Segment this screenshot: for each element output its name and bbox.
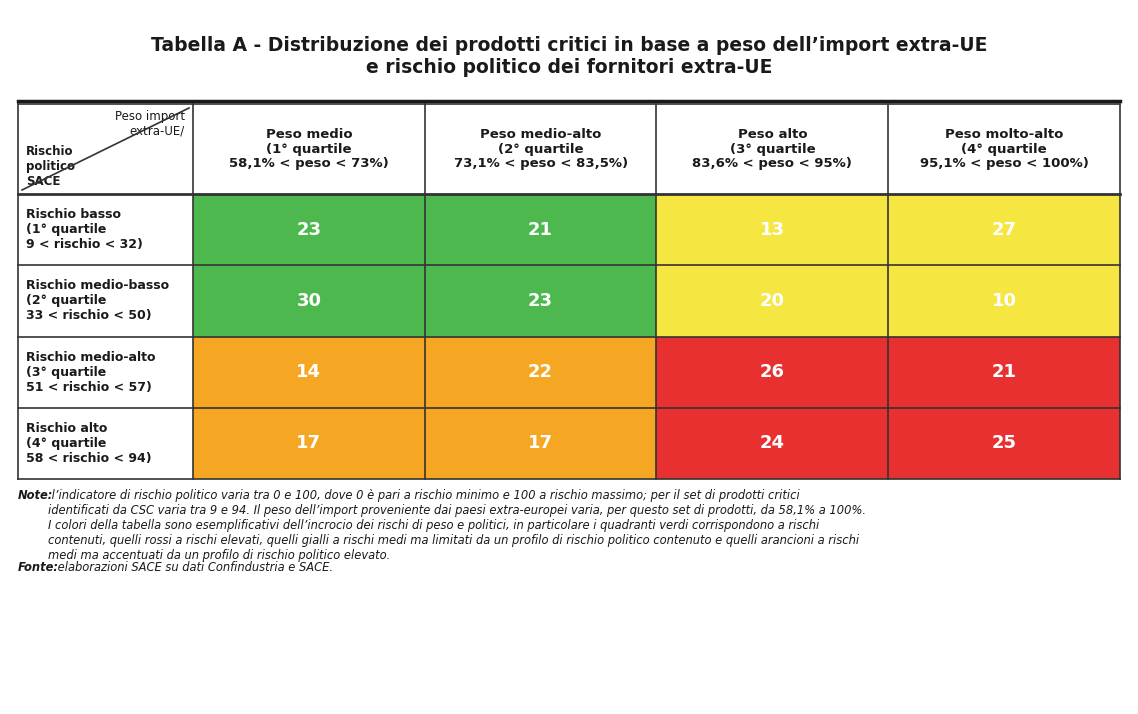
Text: 22: 22 xyxy=(528,363,553,381)
Text: Rischio medio-basso
(2° quartile
33 < rischio < 50): Rischio medio-basso (2° quartile 33 < ri… xyxy=(26,279,170,323)
Text: Peso molto-alto
(4° quartile
95,1% < peso < 100%): Peso molto-alto (4° quartile 95,1% < pes… xyxy=(920,128,1089,171)
Text: 27: 27 xyxy=(991,221,1016,238)
Text: Peso medio
(1° quartile
58,1% < peso < 73%): Peso medio (1° quartile 58,1% < peso < 7… xyxy=(229,128,389,171)
Text: Rischio basso
(1° quartile
9 < rischio < 32): Rischio basso (1° quartile 9 < rischio <… xyxy=(26,208,143,251)
Bar xyxy=(424,265,657,336)
Bar xyxy=(424,408,657,479)
Text: Tabella A - Distribuzione dei prodotti critici in base a peso dell’import extra-: Tabella A - Distribuzione dei prodotti c… xyxy=(151,36,987,77)
Bar xyxy=(424,194,657,265)
Text: 17: 17 xyxy=(296,434,321,453)
Bar xyxy=(193,265,424,336)
Text: 30: 30 xyxy=(296,292,321,310)
Text: l’indicatore di rischio politico varia tra 0 e 100, dove 0 è pari a rischio mini: l’indicatore di rischio politico varia t… xyxy=(48,489,866,562)
Text: Peso alto
(3° quartile
83,6% < peso < 95%): Peso alto (3° quartile 83,6% < peso < 95… xyxy=(692,128,852,171)
Text: 14: 14 xyxy=(296,363,321,381)
Bar xyxy=(889,194,1120,265)
Bar xyxy=(889,336,1120,408)
Bar xyxy=(193,194,424,265)
Text: 21: 21 xyxy=(528,221,553,238)
Text: 23: 23 xyxy=(296,221,321,238)
Text: 24: 24 xyxy=(760,434,785,453)
Text: 13: 13 xyxy=(760,221,785,238)
Bar xyxy=(657,336,889,408)
Bar xyxy=(889,408,1120,479)
Bar xyxy=(424,336,657,408)
Text: 21: 21 xyxy=(991,363,1016,381)
Text: Peso medio-alto
(2° quartile
73,1% < peso < 83,5%): Peso medio-alto (2° quartile 73,1% < pes… xyxy=(454,128,628,171)
Text: 10: 10 xyxy=(991,292,1016,310)
Text: 23: 23 xyxy=(528,292,553,310)
Text: 20: 20 xyxy=(760,292,785,310)
Text: Fonte:: Fonte: xyxy=(18,561,59,574)
Text: Peso import
extra-UE/: Peso import extra-UE/ xyxy=(115,110,185,138)
Bar xyxy=(657,265,889,336)
Text: elaborazioni SACE su dati Confindustria e SACE.: elaborazioni SACE su dati Confindustria … xyxy=(53,561,333,574)
Bar xyxy=(889,265,1120,336)
Bar xyxy=(193,408,424,479)
Text: Rischio
politico
SACE: Rischio politico SACE xyxy=(26,145,75,188)
Text: Note:: Note: xyxy=(18,489,53,502)
Text: 17: 17 xyxy=(528,434,553,453)
Text: Rischio medio-alto
(3° quartile
51 < rischio < 57): Rischio medio-alto (3° quartile 51 < ris… xyxy=(26,351,156,393)
Text: 25: 25 xyxy=(991,434,1016,453)
Bar xyxy=(657,408,889,479)
Text: 26: 26 xyxy=(760,363,785,381)
Bar xyxy=(657,194,889,265)
Text: Rischio alto
(4° quartile
58 < rischio < 94): Rischio alto (4° quartile 58 < rischio <… xyxy=(26,422,151,465)
Bar xyxy=(193,336,424,408)
